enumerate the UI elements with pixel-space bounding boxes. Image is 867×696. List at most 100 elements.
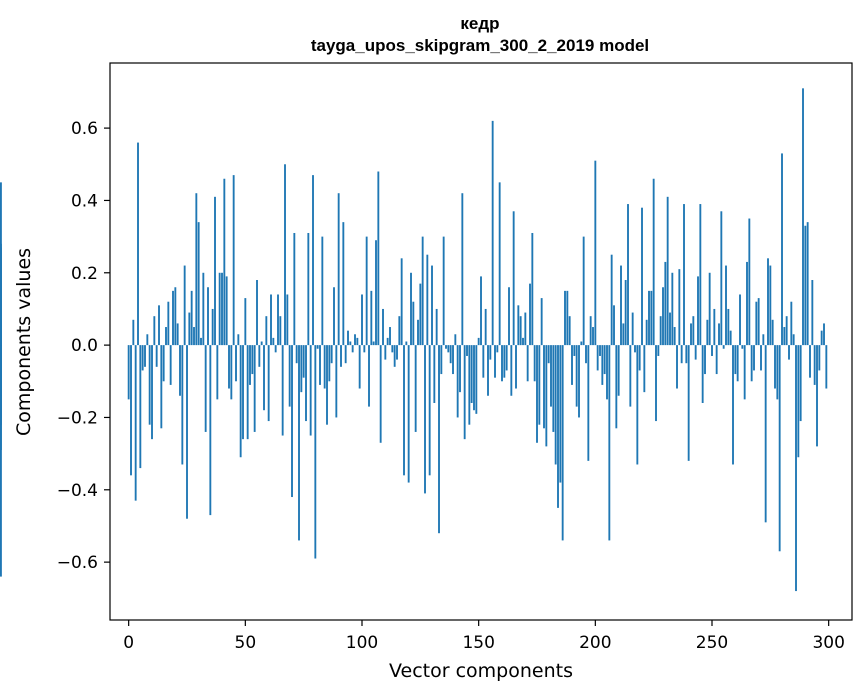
bar [704,345,706,375]
bar [592,327,594,346]
bar [221,272,223,346]
bar [678,269,681,346]
bar [398,316,401,346]
bar [393,345,396,367]
bar [666,196,669,346]
bar [652,178,655,346]
bar [386,337,389,346]
bar [335,345,338,418]
bar [713,308,716,346]
chart-title: кедр [460,14,499,33]
bar [267,345,270,422]
bar [225,276,228,346]
bar [363,345,366,353]
bar [291,345,293,498]
bar [288,345,291,407]
bar [634,345,636,353]
bar [146,334,149,346]
bar [741,345,744,349]
bar [638,345,641,371]
bar [543,345,545,429]
bar [664,261,667,346]
bar [209,345,212,516]
bar [134,345,137,501]
bar [494,345,496,378]
bar [174,287,177,346]
bar [365,236,368,346]
bar [540,298,543,346]
bar [475,345,478,414]
bar [743,345,746,400]
bar [428,345,431,476]
bar [806,222,809,346]
bar [608,345,611,541]
bar [237,334,240,346]
bar [400,258,403,346]
y-axis-ticks: −0.6 −0.4 −0.2 0.0 0.2 0.4 0.6 [57,119,110,573]
bar [505,345,508,371]
bar [314,345,317,559]
bar [127,345,130,400]
bar [361,294,363,346]
bar [790,301,793,346]
bar [405,341,408,346]
chart-subtitle: tayga_upos_skipgram_300_2_2019 model [311,36,649,55]
bar [718,323,720,346]
bar [319,345,321,385]
bar [750,345,753,382]
bar [498,182,501,346]
bar [396,345,398,360]
bar [0,182,2,346]
bar [568,316,571,346]
bar [307,232,310,346]
bar [412,301,415,346]
bar [673,327,676,346]
bar [452,345,454,375]
bar [351,345,354,353]
bar [711,345,713,356]
bar [461,193,464,346]
bar [347,330,349,346]
bar [459,345,461,393]
bar [277,294,279,346]
bar [354,334,356,346]
bar [610,254,613,346]
bar [545,345,548,447]
bar [736,345,739,382]
bar [482,345,485,378]
bar [284,164,286,346]
bar [587,345,590,461]
bar [517,305,520,346]
bar [389,327,391,346]
bar [286,294,289,346]
bar [760,345,762,371]
bar [687,345,690,461]
bar [440,345,443,375]
bar [431,265,433,346]
bar [414,345,417,432]
bar [629,345,632,407]
bar [403,345,405,476]
bar [566,290,569,346]
bar [606,345,608,400]
bar [204,345,207,432]
bar [202,272,205,346]
bar [557,345,559,508]
bar [216,345,219,400]
bar [564,290,566,346]
bar [137,142,139,346]
bar [722,345,725,349]
bar [232,175,235,346]
bar [580,341,583,346]
bar [524,312,527,346]
bar [375,240,377,346]
bar [186,345,188,519]
bar [519,316,522,346]
bar [573,345,576,356]
bar [725,265,727,346]
bar [809,345,811,378]
bar [575,345,578,407]
bar [295,345,298,364]
bar [454,334,457,346]
bar [263,345,265,411]
